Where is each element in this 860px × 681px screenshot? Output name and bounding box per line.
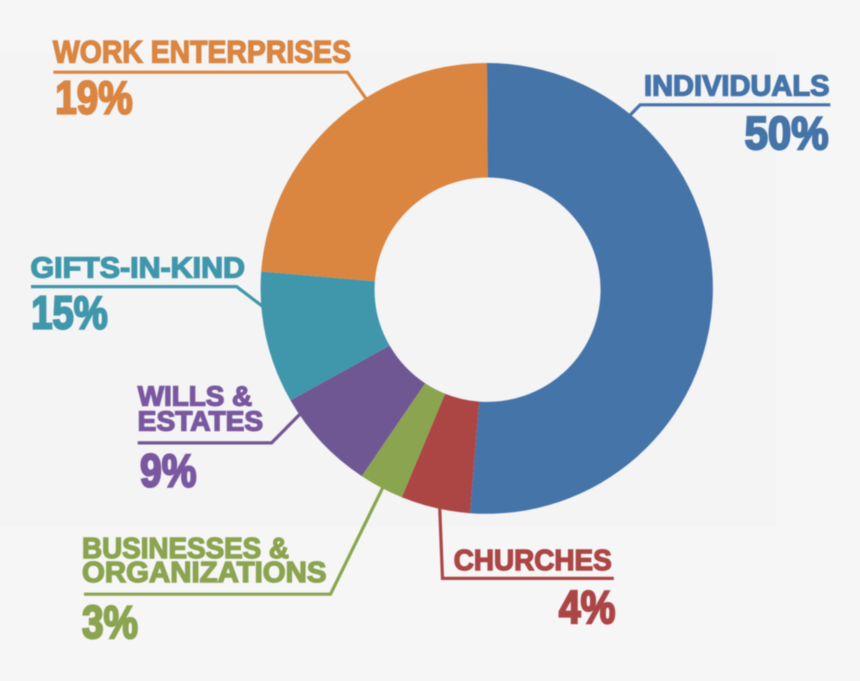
- svg-text:INDIVIDUALS: INDIVIDUALS: [644, 71, 830, 103]
- svg-text:GIFTS-IN-KIND: GIFTS-IN-KIND: [31, 252, 246, 284]
- svg-text:WILLS &: WILLS &: [138, 380, 252, 411]
- svg-text:BUSINESSES &: BUSINESSES &: [82, 533, 289, 565]
- svg-text:50%: 50%: [745, 107, 829, 159]
- svg-text:15%: 15%: [31, 286, 108, 338]
- svg-text:4%: 4%: [559, 581, 616, 633]
- svg-text:ESTATES: ESTATES: [138, 405, 263, 436]
- svg-text:CHURCHES: CHURCHES: [454, 545, 612, 577]
- svg-text:3%: 3%: [82, 596, 138, 648]
- svg-text:ORGANIZATIONS: ORGANIZATIONS: [82, 557, 327, 589]
- svg-text:WORK ENTERPRISES: WORK ENTERPRISES: [53, 33, 351, 69]
- svg-text:9%: 9%: [140, 444, 197, 496]
- svg-text:19%: 19%: [55, 72, 133, 124]
